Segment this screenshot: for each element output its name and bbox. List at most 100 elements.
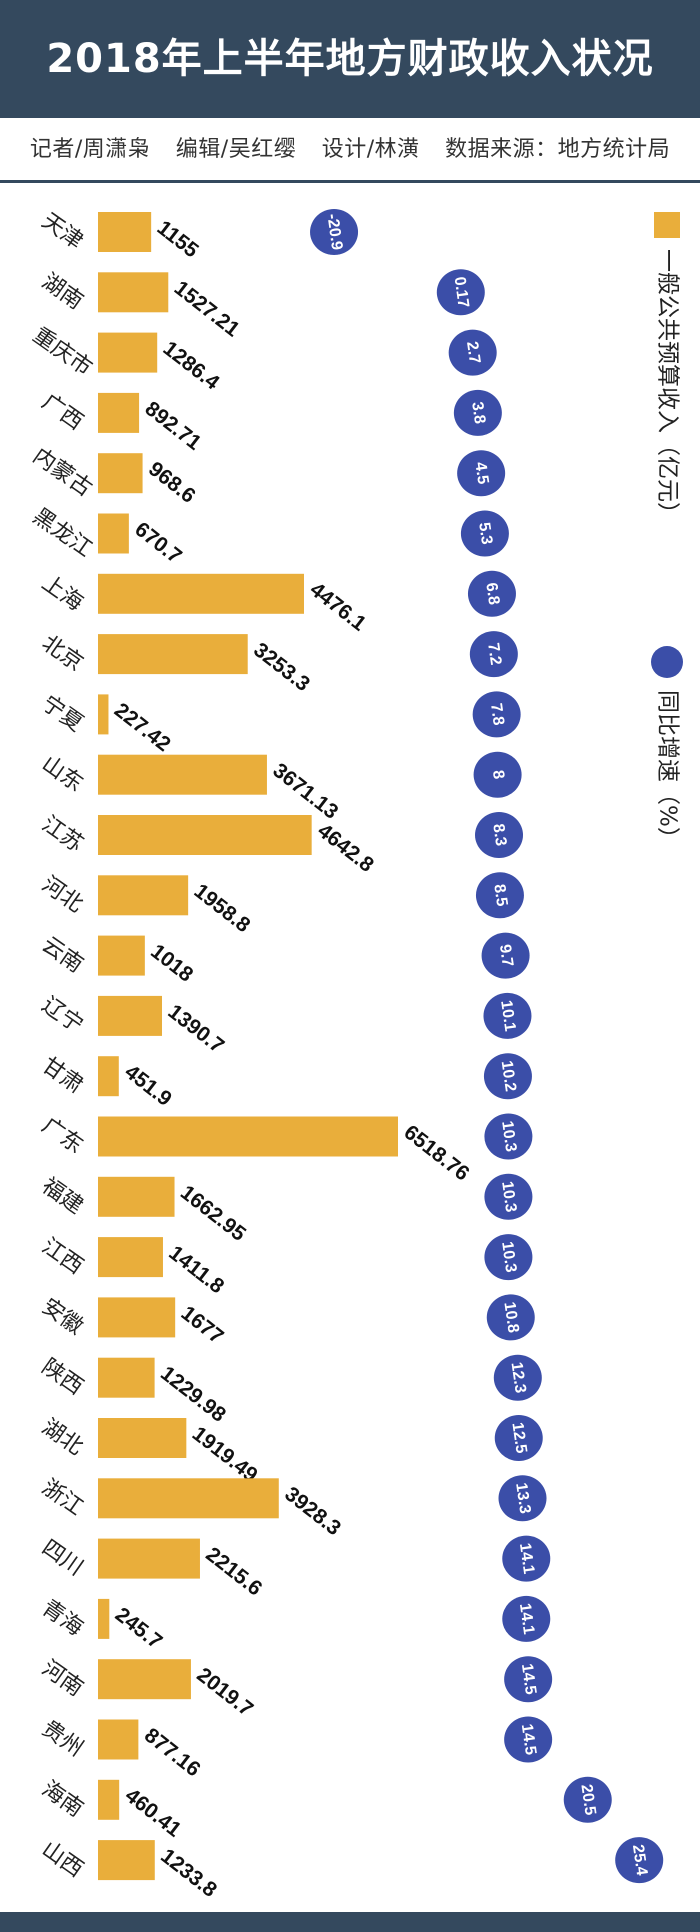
growth-value-label: 10.2: [498, 1060, 519, 1093]
legend-bar-label: 一般公共预算收入（亿元）: [655, 249, 681, 525]
growth-value-label: 10.8: [500, 1301, 521, 1334]
credit-design: 设计/林潢: [321, 137, 420, 162]
growth-value-label: 6.8: [482, 582, 502, 606]
growth-value-label: 13.3: [512, 1482, 533, 1515]
growth-value-label: 10.3: [498, 1240, 519, 1273]
growth-dot: [484, 1234, 533, 1281]
category-label: 云南: [37, 932, 87, 978]
growth-value-label: 25.4: [629, 1843, 650, 1876]
revenue-value-label: 892.71: [141, 397, 206, 455]
revenue-bar: [98, 754, 267, 795]
category-label: 福建: [37, 1174, 87, 1220]
growth-dot: [498, 1475, 547, 1522]
revenue-bar: [98, 694, 109, 735]
revenue-value-label: 877.16: [140, 1724, 205, 1782]
category-label: 宁夏: [37, 691, 87, 737]
growth-value-label: 12.5: [508, 1421, 529, 1454]
growth-value-label: 12.3: [507, 1361, 528, 1394]
revenue-value-label: 1286.4: [159, 337, 224, 395]
category-label: 陕西: [37, 1354, 87, 1400]
revenue-bar: [98, 1357, 155, 1398]
revenue-value-label: 451.9: [120, 1060, 176, 1110]
revenue-bar: [98, 1779, 120, 1820]
revenue-value-label: 1958.8: [190, 879, 255, 937]
growth-value-label: 14.1: [516, 1602, 537, 1635]
growth-value-label: 4.5: [471, 461, 491, 485]
growth-value-label: 14.5: [518, 1723, 539, 1756]
legend-dot-label: 同比增速（%）: [655, 690, 681, 850]
revenue-value-label: 1411.8: [164, 1241, 228, 1298]
category-label: 山东: [37, 751, 87, 797]
category-label: 黑龙江: [28, 504, 96, 562]
growth-value-label: 8: [489, 769, 507, 780]
growth-value-label: 0.17: [450, 276, 471, 309]
revenue-bar: [98, 1176, 175, 1217]
revenue-bar: [98, 212, 152, 252]
revenue-bar: [98, 1297, 176, 1338]
category-label: 青海: [37, 1596, 87, 1642]
category-label: 北京: [37, 631, 87, 677]
revenue-value-label: 1919.49: [188, 1422, 262, 1487]
growth-dot: [486, 1294, 535, 1341]
growth-value-label: 14.5: [518, 1663, 539, 1696]
credits-line: 记者/周潇枭 编辑/吴红缨 设计/林潢 数据来源：地方统计局: [0, 120, 700, 183]
growth-dot: [615, 1837, 664, 1884]
legend-dot-swatch: [651, 646, 683, 678]
revenue-bar: [98, 995, 163, 1036]
revenue-bar: [98, 1719, 139, 1760]
growth-dot: [473, 751, 522, 798]
revenue-value-label: 968.6: [144, 457, 200, 507]
category-label: 河北: [37, 872, 87, 918]
revenue-value-label: 1233.8: [156, 1844, 221, 1902]
revenue-value-label: 670.7: [130, 518, 186, 568]
page-title: 2018年上半年地方财政收入状况: [46, 36, 654, 82]
credit-reporter: 记者/周潇枭: [29, 137, 151, 162]
growth-value-label: -20.9: [323, 213, 345, 252]
revenue-bar: [98, 1478, 279, 1519]
revenue-bar: [98, 272, 169, 313]
revenue-bar: [98, 392, 140, 433]
chart-legend: 一般公共预算收入（亿元） 同比增速（%）: [651, 212, 683, 850]
revenue-bar: [98, 815, 312, 855]
growth-dot: [563, 1776, 612, 1823]
growth-dot: [310, 209, 359, 255]
growth-dot: [460, 510, 509, 557]
growth-dot: [493, 1354, 542, 1401]
revenue-bar: [98, 634, 248, 675]
growth-dot: [475, 812, 524, 858]
growth-dot: [472, 691, 521, 738]
growth-value-label: 10.3: [498, 1120, 519, 1153]
growth-dot: [436, 269, 485, 316]
revenue-value-label: 227.42: [110, 699, 175, 757]
revenue-value-label: 1662.95: [176, 1181, 250, 1246]
growth-value-label: 7.2: [484, 642, 504, 666]
revenue-bar: [98, 513, 129, 554]
growth-dot: [484, 1173, 533, 1220]
revenue-bar: [98, 453, 143, 494]
growth-dot: [469, 631, 518, 678]
category-label: 海南: [37, 1777, 87, 1823]
category-label: 辽宁: [37, 993, 87, 1039]
revenue-bar: [98, 332, 158, 373]
category-label: 重庆市: [28, 323, 96, 381]
revenue-bar: [98, 1840, 155, 1881]
growth-value-label: 7.8: [487, 702, 507, 726]
growth-dot: [504, 1656, 553, 1703]
category-label: 安徽: [37, 1294, 87, 1340]
credit-source: 数据来源：地方统计局: [445, 137, 671, 162]
growth-dot: [467, 570, 516, 617]
revenue-value-label: 460.41: [121, 1784, 186, 1842]
growth-dot: [483, 992, 532, 1039]
category-label: 湖北: [37, 1415, 87, 1461]
revenue-value-label: 1229.98: [156, 1362, 230, 1427]
growth-value-label: 20.5: [577, 1783, 598, 1816]
growth-dot: [502, 1595, 551, 1642]
revenue-value-label: 2019.7: [192, 1663, 257, 1721]
category-label: 天津: [37, 209, 87, 255]
revenue-bar: [98, 935, 145, 976]
revenue-value-label: 4476.1: [306, 578, 371, 636]
category-label: 河南: [37, 1656, 87, 1702]
growth-value-label: 10.1: [497, 999, 518, 1032]
